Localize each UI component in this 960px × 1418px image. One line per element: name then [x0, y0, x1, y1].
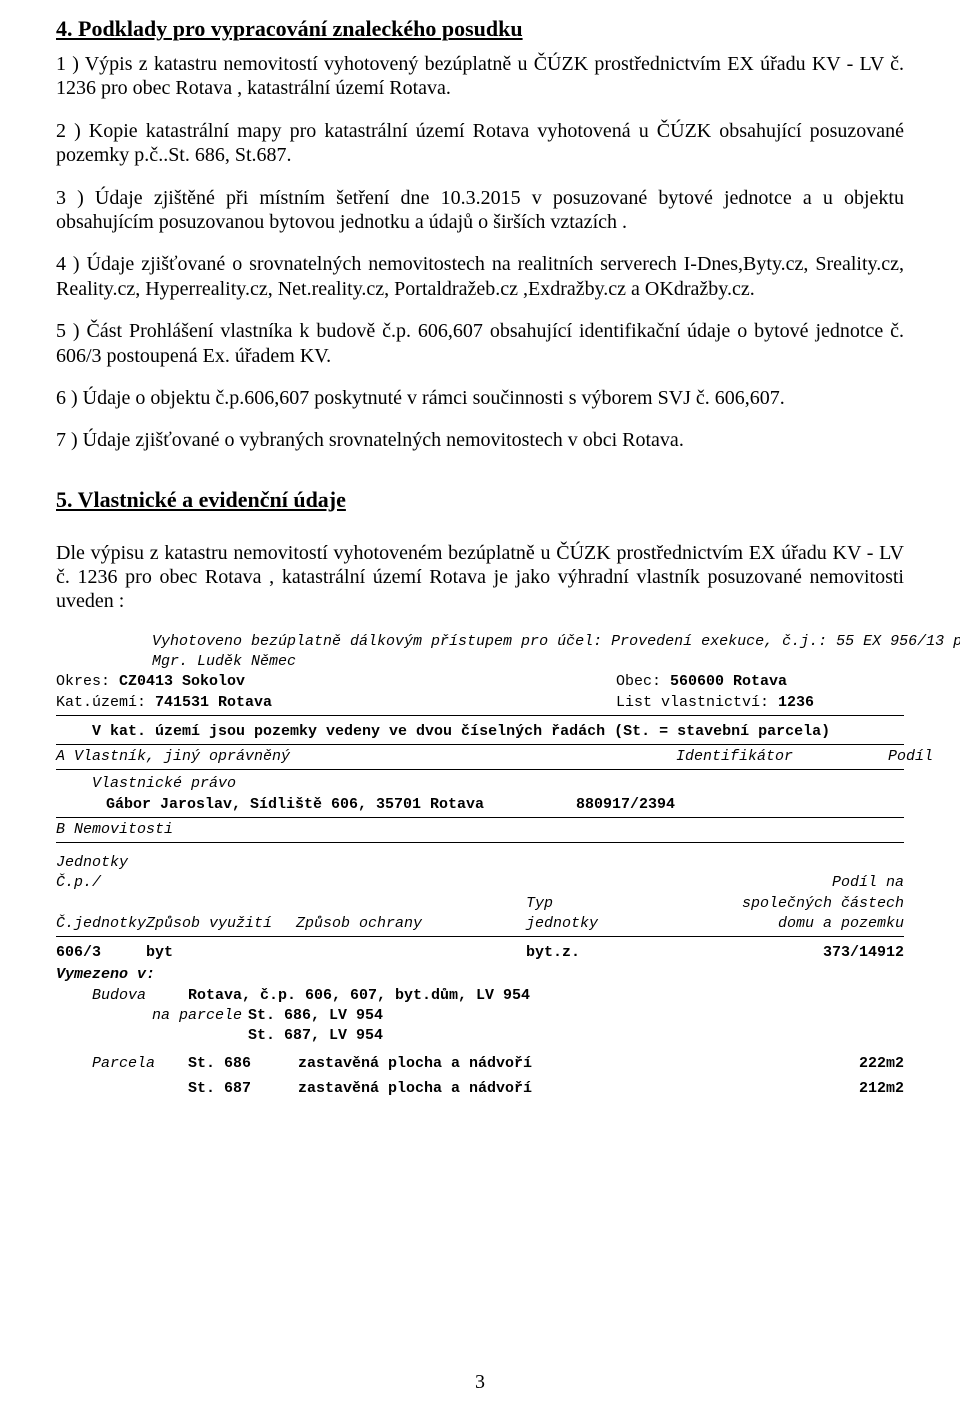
naparcele-label: na parcele — [152, 1006, 248, 1026]
cadastre-okres-row: Okres: CZ0413 Sokolov Obec: 560600 Rotav… — [56, 672, 904, 692]
cadastre-sectionB-header: B Nemovitosti — [56, 817, 904, 843]
katuzemi-label: Kat.území: — [56, 694, 146, 711]
naparcele-row-1: na parcele St. 686, LV 954 — [56, 1006, 960, 1026]
obec-value: 560600 Rotava — [670, 673, 787, 690]
parcela-row-2: St. 687 zastavěná plocha a nádvoří 212m2 — [56, 1077, 904, 1101]
section4-item-1: 1 ) Výpis z katastru nemovitostí vyhotov… — [56, 52, 904, 101]
owner-name: Gábor Jaroslav, Sídliště 606, 35701 Rota… — [106, 795, 576, 815]
budova-label: Budova — [56, 986, 188, 1006]
podil-label: Podíl — [823, 747, 933, 767]
obec-label: Obec: — [616, 673, 661, 690]
jednotky-label: Jednotky — [56, 853, 128, 873]
cadastre-katuzemi-row: Kat.území: 741531 Rotava List vlastnictv… — [56, 693, 904, 716]
section5-title: 5. Vlastnické a evidenční údaje — [56, 487, 904, 513]
parcela-desc-1: zastavěná plocha a nádvoří — [298, 1054, 794, 1074]
document-page: 4. Podklady pro vypracování znaleckého p… — [0, 0, 960, 1418]
section4-item-5: 5 ) Část Prohlášení vlastníka k budově č… — [56, 319, 904, 368]
owner-row: Gábor Jaroslav, Sídliště 606, 35701 Rota… — [56, 795, 954, 815]
section4-item-7: 7 ) Údaje zjišťované o vybraných srovnat… — [56, 428, 904, 452]
parcela-label: Parcela — [56, 1054, 188, 1074]
parcela-code-2: St. 687 — [188, 1079, 298, 1099]
cadastre-sectionA-header: A Vlastník, jiný oprávněný Identifikátor… — [56, 744, 904, 770]
vlastnicke-pravo-label: Vlastnické právo — [92, 774, 236, 794]
sectionB-label: B Nemovitosti — [56, 820, 173, 840]
parcela-code-1: St. 686 — [188, 1054, 298, 1074]
jednotky-header-row3: Č.jednotky Způsob využití Způsob ochrany… — [56, 914, 904, 937]
hdr-podil3: domu a pozemku — [646, 914, 904, 934]
hdr-podil1: Podíl na — [646, 873, 904, 893]
jednotky-header-row2: Typ společných částech — [56, 894, 904, 914]
lv-value: 1236 — [778, 694, 814, 711]
hdr-typ2: jednotky — [526, 914, 646, 934]
hdr-podil2: společných částech — [646, 894, 904, 914]
parcela-1: St. 686, LV 954 — [248, 1006, 960, 1026]
katuzemi-value: 741531 Rotava — [155, 694, 272, 711]
hdr-ochr: Způsob ochrany — [296, 914, 526, 934]
page-number: 3 — [0, 1371, 960, 1394]
unit-cp: 606/3 — [56, 943, 146, 963]
parcela-row-1: Parcela St. 686 zastavěná plocha a nádvo… — [56, 1052, 904, 1076]
identifikator-label: Identifikátor — [676, 747, 823, 767]
hdr-cp2: Č.jednotky — [56, 914, 146, 934]
section4-item-3: 3 ) Údaje zjištěné při místním šetření d… — [56, 186, 904, 235]
section4-item-4: 4 ) Údaje zjišťované o srovnatelných nem… — [56, 252, 904, 301]
vymezeno-label-row: Vymezeno v: — [56, 965, 904, 985]
unit-podil: 373/14912 — [646, 943, 904, 963]
section4-title: 4. Podklady pro vypracování znaleckého p… — [56, 16, 904, 42]
parcela-2: St. 687, LV 954 — [248, 1026, 960, 1046]
cadastre-rady-row: V kat. území jsou pozemky vedeny ve dvou… — [56, 722, 940, 742]
cadastre-origin-line: Vyhotoveno bezúplatně dálkovým přístupem… — [56, 632, 960, 673]
hdr-zpus: Způsob využití — [146, 914, 296, 934]
rady-text: V kat. území jsou pozemky vedeny ve dvou… — [92, 722, 830, 742]
hdr-cp1: Č.p./ — [56, 873, 146, 893]
lv-label: List vlastnictví: — [616, 694, 769, 711]
unit-ochr — [296, 943, 526, 963]
budova-value: Rotava, č.p. 606, 607, byt.dům, LV 954 — [188, 986, 904, 1006]
section4-item-2: 2 ) Kopie katastrální mapy pro katastrál… — [56, 119, 904, 168]
okres-value: CZ0413 Sokolov — [119, 673, 245, 690]
parcela-desc-2: zastavěná plocha a nádvoří — [298, 1079, 794, 1099]
naparcele-row-2: St. 687, LV 954 — [56, 1026, 960, 1046]
vymezeno-label: Vymezeno v: — [56, 965, 155, 985]
jednotky-header-row1: Č.p./ Podíl na — [56, 873, 904, 893]
cadastre-origin: Vyhotoveno bezúplatně dálkovým přístupem… — [152, 632, 960, 673]
parcela-area-2: 212m2 — [794, 1079, 904, 1099]
budova-row: Budova Rotava, č.p. 606, 607, byt.dům, L… — [56, 986, 904, 1006]
hdr-typ: Typ — [526, 894, 646, 914]
okres-label: Okres: — [56, 673, 110, 690]
section5-intro: Dle výpisu z katastru nemovitostí vyhoto… — [56, 541, 904, 614]
section4-item-6: 6 ) Údaje o objektu č.p.606,607 poskytnu… — [56, 386, 904, 410]
jednotky-label-row: Jednotky — [56, 853, 904, 873]
unit-row: 606/3 byt byt.z. 373/14912 — [56, 941, 904, 965]
unit-typ: byt.z. — [526, 943, 646, 963]
owner-id: 880917/2394 — [576, 795, 954, 815]
sectionA-label: A Vlastník, jiný oprávněný — [56, 747, 416, 767]
vlastnicke-pravo-row: Vlastnické právo — [56, 774, 940, 794]
cadastre-excerpt: Vyhotoveno bezúplatně dálkovým přístupem… — [56, 632, 904, 1101]
unit-zpus: byt — [146, 943, 296, 963]
parcela-area-1: 222m2 — [794, 1054, 904, 1074]
